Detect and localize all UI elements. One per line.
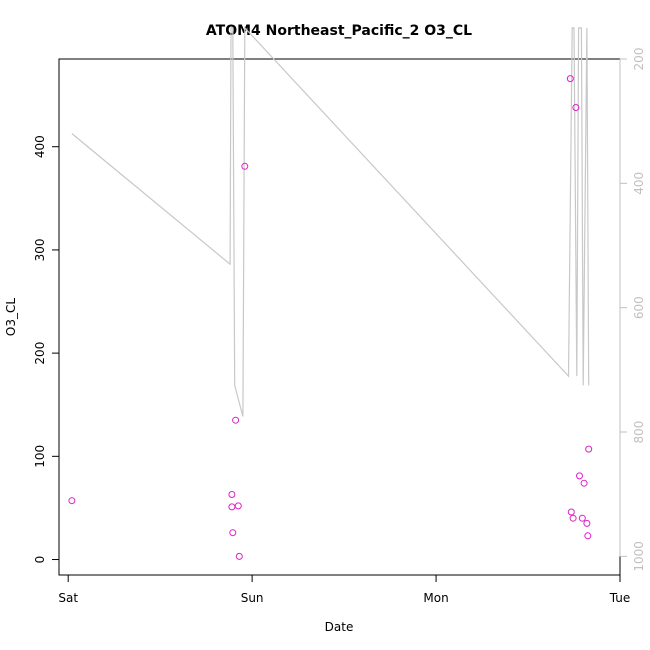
data-point: [569, 514, 577, 522]
x-tick-label: Mon: [423, 591, 448, 605]
data-point: [580, 479, 588, 487]
x-tick-label: Sat: [58, 591, 78, 605]
x-tick-label: Tue: [609, 591, 631, 605]
data-point: [567, 508, 575, 516]
data-point: [576, 472, 583, 480]
data-point: [228, 503, 236, 511]
y-tick-label: 0: [33, 556, 47, 564]
y-tick-label: 200: [33, 342, 47, 365]
x-axis-label: Date: [325, 620, 354, 634]
x-tick-label: Sun: [241, 591, 264, 605]
right-tick-label: 200: [632, 48, 646, 71]
data-point: [241, 162, 249, 170]
x-axis: Sat Sun Mon Tue: [58, 574, 631, 605]
y-axis: 0 100 200 300 400: [33, 135, 60, 564]
data-point: [234, 502, 242, 510]
right-tick-label: 800: [632, 421, 646, 444]
data-point: [68, 497, 76, 505]
right-tick-label: 400: [632, 172, 646, 195]
data-point: [235, 552, 243, 560]
data-point: [585, 445, 593, 453]
data-point: [232, 416, 240, 424]
data-points: [68, 75, 593, 560]
data-point: [229, 529, 237, 537]
y-tick-label: 400: [33, 135, 47, 158]
data-point: [566, 75, 574, 83]
data-point: [584, 532, 592, 540]
plot-frame: [58, 58, 621, 576]
right-tick-label: 1000: [632, 541, 646, 572]
y-tick-label: 300: [33, 238, 47, 261]
y-axis-label: O3_CL: [4, 298, 18, 336]
right-tick-label: 600: [632, 296, 646, 319]
pressure-line: [71, 26, 590, 417]
data-point: [583, 519, 591, 527]
data-point: [578, 514, 586, 522]
data-point: [572, 104, 580, 111]
chart-title: ATOM4 Northeast_Pacific_2 O3_CL: [206, 23, 472, 39]
right-axis: 200 400 600 800 1000: [619, 48, 646, 572]
pressure-profile-line: [71, 26, 590, 417]
data-point: [228, 491, 236, 498]
y-tick-label: 100: [33, 445, 47, 468]
